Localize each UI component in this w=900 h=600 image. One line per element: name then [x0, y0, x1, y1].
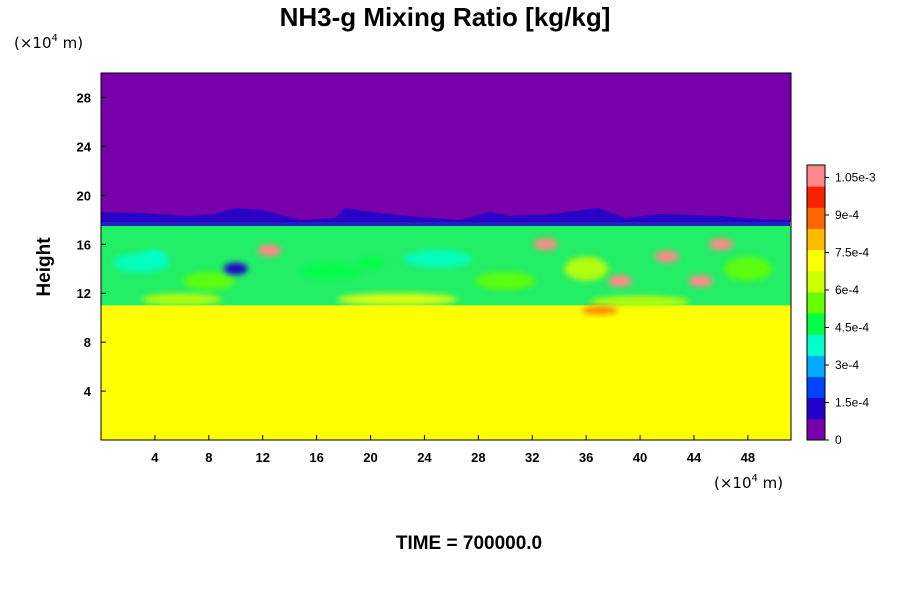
colorbar-segment: [807, 270, 825, 293]
y-tick-label: 24: [77, 139, 92, 154]
x-tick-label: 8: [205, 450, 212, 465]
x-tick-label: 24: [417, 450, 432, 465]
field-texture: [723, 256, 772, 281]
x-tick-label: 4: [151, 450, 159, 465]
y-axis-label: Height: [34, 237, 55, 297]
field-feature: [257, 244, 282, 257]
x-tick-label: 16: [309, 450, 323, 465]
colorbar-segment: [807, 376, 825, 399]
x-tick-label: 44: [687, 450, 702, 465]
field-texture: [300, 263, 361, 280]
field-texture: [182, 271, 235, 290]
x-tick-label: 20: [363, 450, 377, 465]
y-tick-label: 20: [77, 188, 91, 203]
colorbar-tick-label: 9e-4: [835, 208, 859, 222]
colorbar-tick-label: 1.5e-4: [835, 396, 869, 410]
field-texture: [169, 310, 194, 363]
field-feature: [533, 238, 558, 251]
cloud-top-edge: [101, 208, 790, 226]
upper-layer-field: [101, 73, 791, 223]
y-axis-unit: (×104 m): [14, 33, 83, 52]
colorbar-segment: [807, 228, 825, 251]
x-tick-label: 32: [525, 450, 539, 465]
colorbar-segment: [807, 418, 825, 441]
colorbar-segment: [807, 186, 825, 208]
colorbar-segment: [807, 207, 825, 229]
colorbar-segment: [807, 313, 825, 335]
colorbar-segment: [807, 334, 825, 356]
colorbar-ticks: 0 1.5e-4 3e-4 4.5e-4 6e-4 7.5e-4 9e-4 1.05e-3: [825, 171, 876, 447]
colorbar-tick-label: 4.5e-4: [835, 321, 869, 335]
field-feature: [223, 262, 248, 275]
field-texture: [337, 293, 458, 306]
plot-frame: [100, 72, 792, 441]
y-tick-label: 4: [84, 384, 92, 399]
field-texture: [141, 293, 222, 306]
colorbar-segment: [807, 249, 825, 272]
x-axis-ticks: 4 8 12 16 20 24 28 32 36 40 44 48: [151, 435, 755, 465]
x-tick-label: 28: [471, 450, 485, 465]
colorbar-tick-label: 0: [835, 433, 842, 447]
y-tick-label: 8: [84, 335, 91, 350]
time-label: TIME = 700000.0: [396, 533, 542, 554]
field-texture: [581, 306, 618, 315]
colorbar-tick-label: 6e-4: [835, 283, 859, 297]
y-tick-label: 16: [77, 237, 91, 252]
field-feature: [142, 250, 167, 263]
colorbar-frame: [806, 164, 826, 441]
y-axis-ticks: 4 8 12 16 20 24 28: [77, 90, 106, 399]
colorbar-tick-label: 3e-4: [835, 358, 859, 372]
colorbar-tick-label: 1.05e-3: [835, 171, 876, 185]
x-tick-label: 36: [579, 450, 593, 465]
colorbar-tick-label: 7.5e-4: [835, 246, 869, 260]
x-tick-label: 40: [633, 450, 647, 465]
field-feature: [607, 274, 632, 287]
plot-area: [101, 73, 791, 440]
field-feature: [358, 256, 383, 269]
field-feature: [708, 238, 733, 251]
field-texture: [590, 295, 691, 308]
chart-title: NH3-g Mixing Ratio [kg/kg]: [280, 2, 611, 32]
field-texture: [475, 271, 536, 290]
x-tick-label: 48: [741, 450, 755, 465]
field-feature: [655, 250, 680, 263]
colorbar-segment: [807, 355, 825, 378]
y-tick-label: 28: [77, 90, 91, 105]
field-feature: [688, 274, 713, 287]
x-tick-label: 12: [255, 450, 269, 465]
y-tick-label: 12: [77, 286, 91, 301]
field-texture: [403, 249, 472, 268]
lower-layer-field: [101, 305, 791, 440]
colorbar: [806, 164, 826, 441]
colorbar-segment: [807, 291, 825, 314]
x-axis-unit: (×104 m): [714, 473, 783, 492]
field-texture: [564, 256, 609, 281]
colorbar-segment: [807, 397, 825, 420]
colorbar-segment: [807, 165, 825, 187]
feature-layer: [113, 238, 772, 363]
